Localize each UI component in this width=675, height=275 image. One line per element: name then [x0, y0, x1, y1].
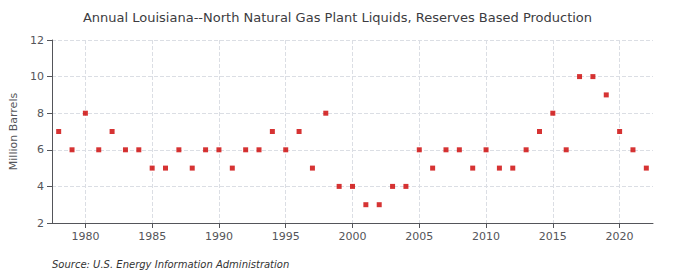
svg-text:1985: 1985 — [138, 230, 166, 243]
svg-text:2020: 2020 — [606, 230, 634, 243]
svg-text:2000: 2000 — [339, 230, 367, 243]
svg-text:8: 8 — [37, 107, 44, 120]
svg-text:6: 6 — [37, 143, 44, 156]
svg-text:10: 10 — [30, 70, 44, 83]
svg-text:12: 12 — [30, 34, 44, 47]
svg-text:1990: 1990 — [205, 230, 233, 243]
svg-text:4: 4 — [37, 180, 44, 193]
svg-text:Million Barrels: Million Barrels — [7, 93, 20, 171]
svg-text:1995: 1995 — [272, 230, 300, 243]
svg-text:1980: 1980 — [71, 230, 99, 243]
svg-text:Annual Louisiana--North Natura: Annual Louisiana--North Natural Gas Plan… — [83, 10, 592, 25]
svg-text:2010: 2010 — [472, 230, 500, 243]
svg-text:Source: U.S. Energy Informatio: Source: U.S. Energy Information Administ… — [52, 259, 289, 270]
svg-text:2005: 2005 — [405, 230, 433, 243]
svg-text:2015: 2015 — [539, 230, 567, 243]
svg-text:2: 2 — [37, 217, 44, 230]
